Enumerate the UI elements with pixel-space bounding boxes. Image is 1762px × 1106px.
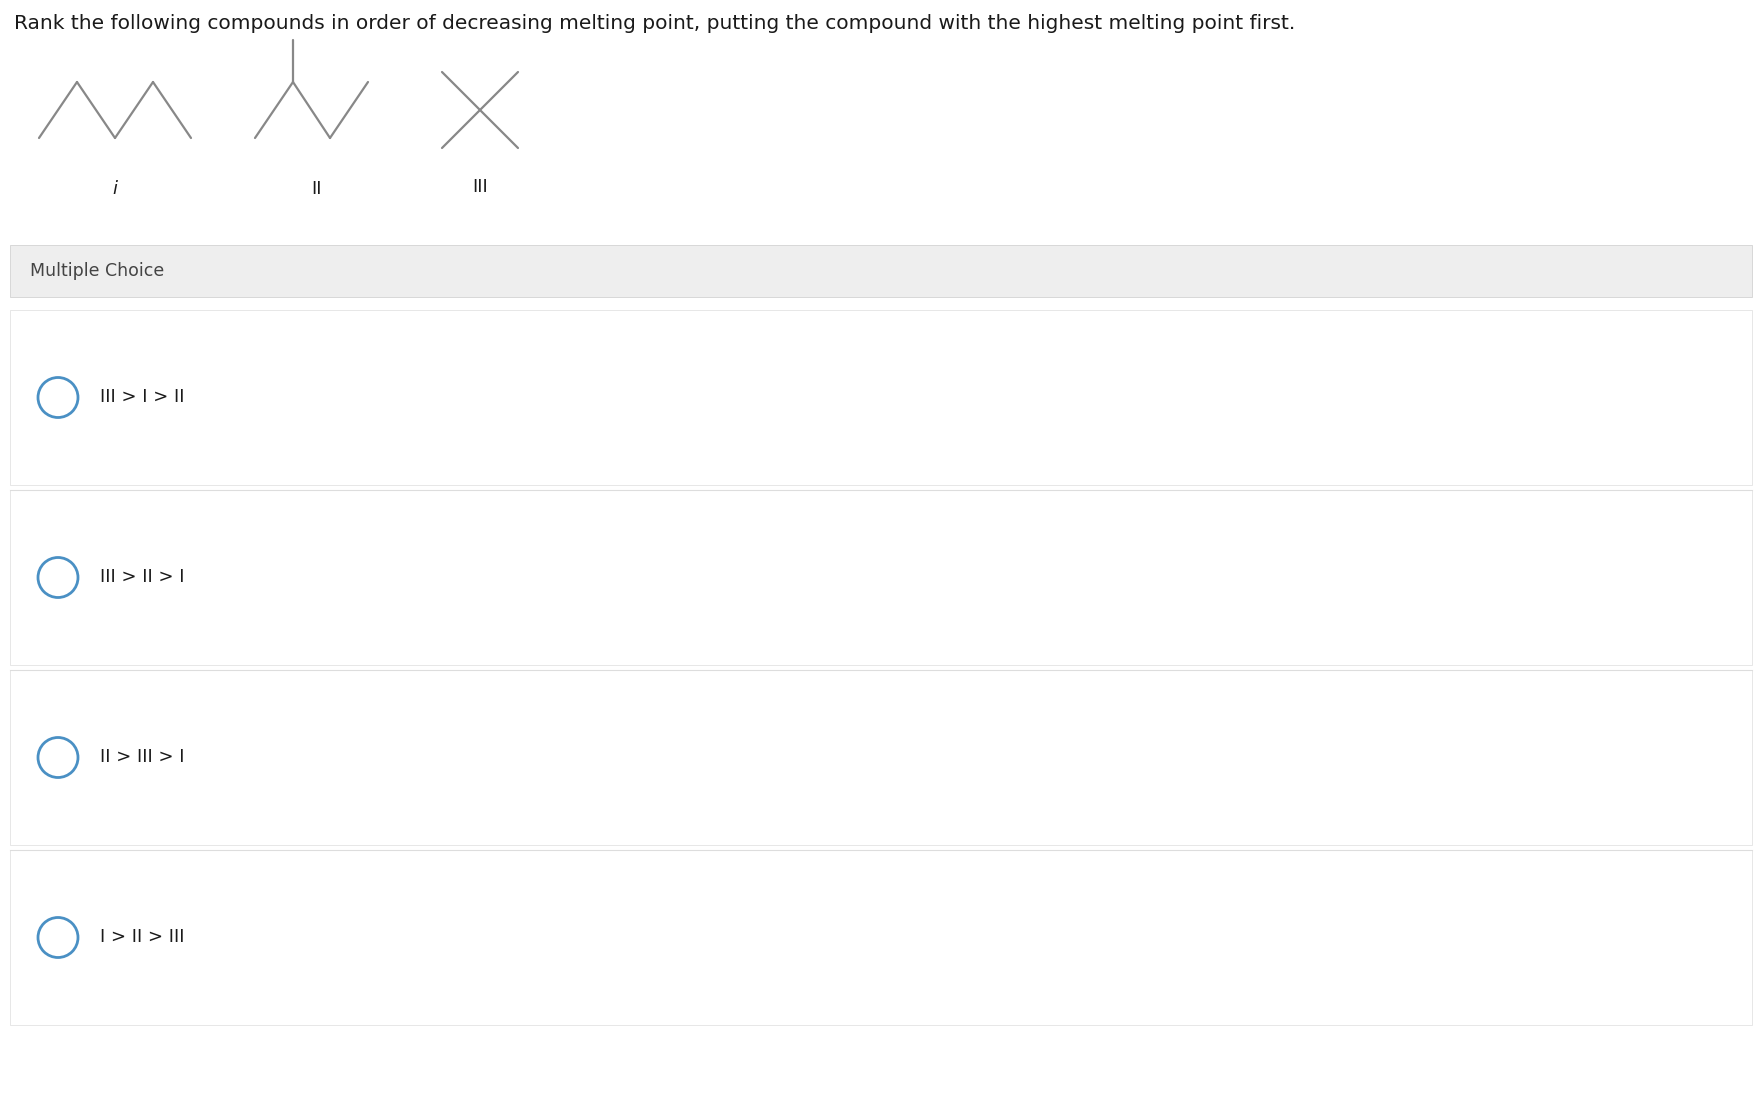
Text: Rank the following compounds in order of decreasing melting point, putting the c: Rank the following compounds in order of… xyxy=(14,14,1295,33)
Bar xyxy=(11,851,1751,1025)
Text: Multiple Choice: Multiple Choice xyxy=(30,262,164,280)
Text: i: i xyxy=(113,180,118,198)
Text: III > I > II: III > I > II xyxy=(100,388,185,407)
Text: III > II > I: III > II > I xyxy=(100,568,185,586)
Bar xyxy=(11,670,1751,845)
Bar xyxy=(11,246,1751,298)
Text: II > III > I: II > III > I xyxy=(100,749,185,766)
Text: I > II > III: I > II > III xyxy=(100,929,185,947)
Text: II: II xyxy=(312,180,322,198)
Bar xyxy=(11,310,1751,486)
Text: III: III xyxy=(472,178,488,196)
Bar xyxy=(11,490,1751,665)
